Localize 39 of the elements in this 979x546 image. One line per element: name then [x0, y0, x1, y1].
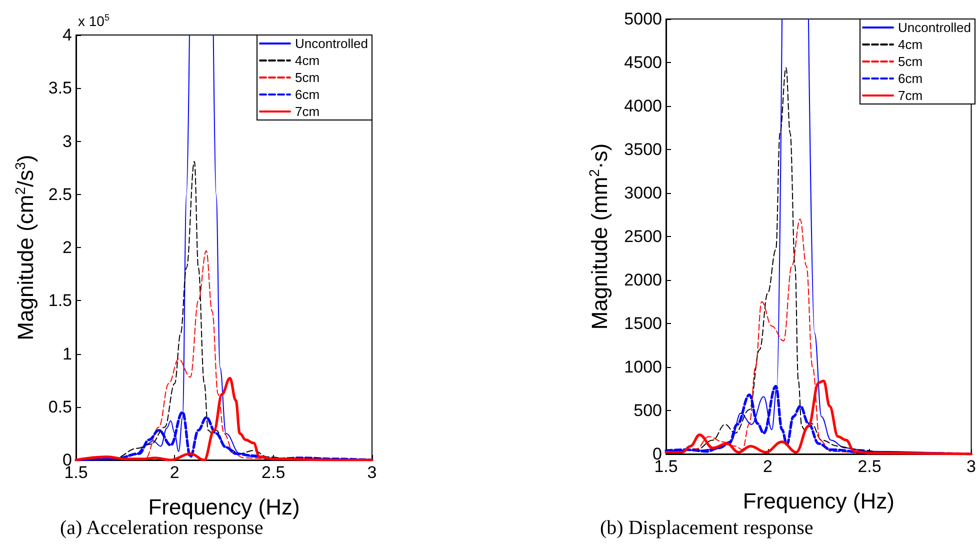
- legend-label: Uncontrolled: [898, 20, 972, 35]
- x-tick-label: 3: [367, 463, 377, 482]
- y-tick-label: 3000: [624, 184, 662, 202]
- y-tick-label: 1000: [624, 358, 662, 376]
- y-tick-label: 3: [62, 132, 72, 151]
- text: (b) Displacement response: [600, 517, 814, 539]
- x-axis-title: Frequency (Hz): [742, 488, 894, 514]
- y-tick-label: 1500: [624, 314, 662, 333]
- y-axis-title: Magnitude (cm2/s3): [12, 154, 38, 340]
- y-tick-label: 4: [62, 26, 72, 44]
- x-tick-label: 3: [966, 457, 976, 476]
- legend-label: 7cm: [898, 88, 923, 103]
- y-axis-title: Magnitude (mm2·s): [586, 143, 612, 330]
- x-axis-title: Frequency (Hz): [148, 494, 300, 520]
- legend-label: 5cm: [295, 70, 320, 85]
- y-tick-label: 1: [62, 344, 72, 364]
- x-tick-label: 2: [763, 457, 772, 476]
- y-tick-label: 3.5: [48, 78, 72, 98]
- x-tick-label: 2.5: [858, 457, 882, 476]
- y-tick-label: 4500: [624, 53, 662, 72]
- x-tick-label: 2.5: [262, 463, 286, 482]
- y-tick-label: 2.5: [48, 184, 72, 204]
- legend-label: 7cm: [295, 104, 320, 119]
- y-tick-label: 3500: [624, 140, 662, 159]
- legend-label: 4cm: [898, 37, 923, 52]
- x-tick-label: 2: [170, 463, 180, 482]
- y-tick-label: 1.5: [48, 291, 72, 310]
- y-tick-label: 5000: [624, 10, 662, 28]
- y-tick-label: 500: [634, 401, 662, 420]
- legend-label: 6cm: [898, 71, 923, 86]
- legend-label: 5cm: [898, 54, 923, 69]
- y-tick-label: 0.5: [48, 397, 72, 416]
- y-tick-label: 4000: [624, 96, 662, 116]
- legend-label: 4cm: [295, 53, 320, 68]
- legend-label: Uncontrolled: [295, 36, 368, 51]
- legend-label: 6cm: [295, 87, 320, 102]
- y-tick-label: 2: [62, 238, 72, 257]
- y-tick-label: 2000: [624, 270, 662, 290]
- y-tick-label: 2500: [624, 227, 662, 246]
